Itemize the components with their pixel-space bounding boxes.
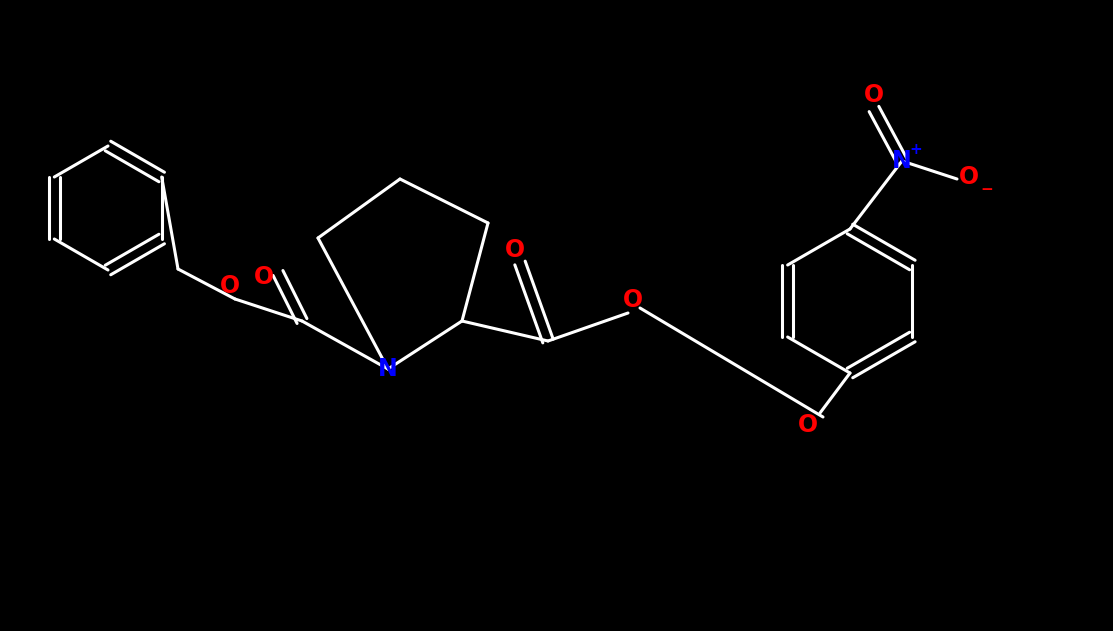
Text: O: O	[254, 265, 274, 289]
Text: N: N	[378, 357, 397, 381]
Text: O: O	[505, 238, 525, 262]
Text: O: O	[959, 165, 979, 189]
Text: +: +	[909, 143, 923, 158]
Text: O: O	[220, 274, 240, 298]
Text: −: −	[981, 182, 994, 196]
Text: O: O	[798, 413, 818, 437]
Text: O: O	[864, 83, 884, 107]
Text: O: O	[623, 288, 643, 312]
Text: N: N	[893, 149, 912, 173]
